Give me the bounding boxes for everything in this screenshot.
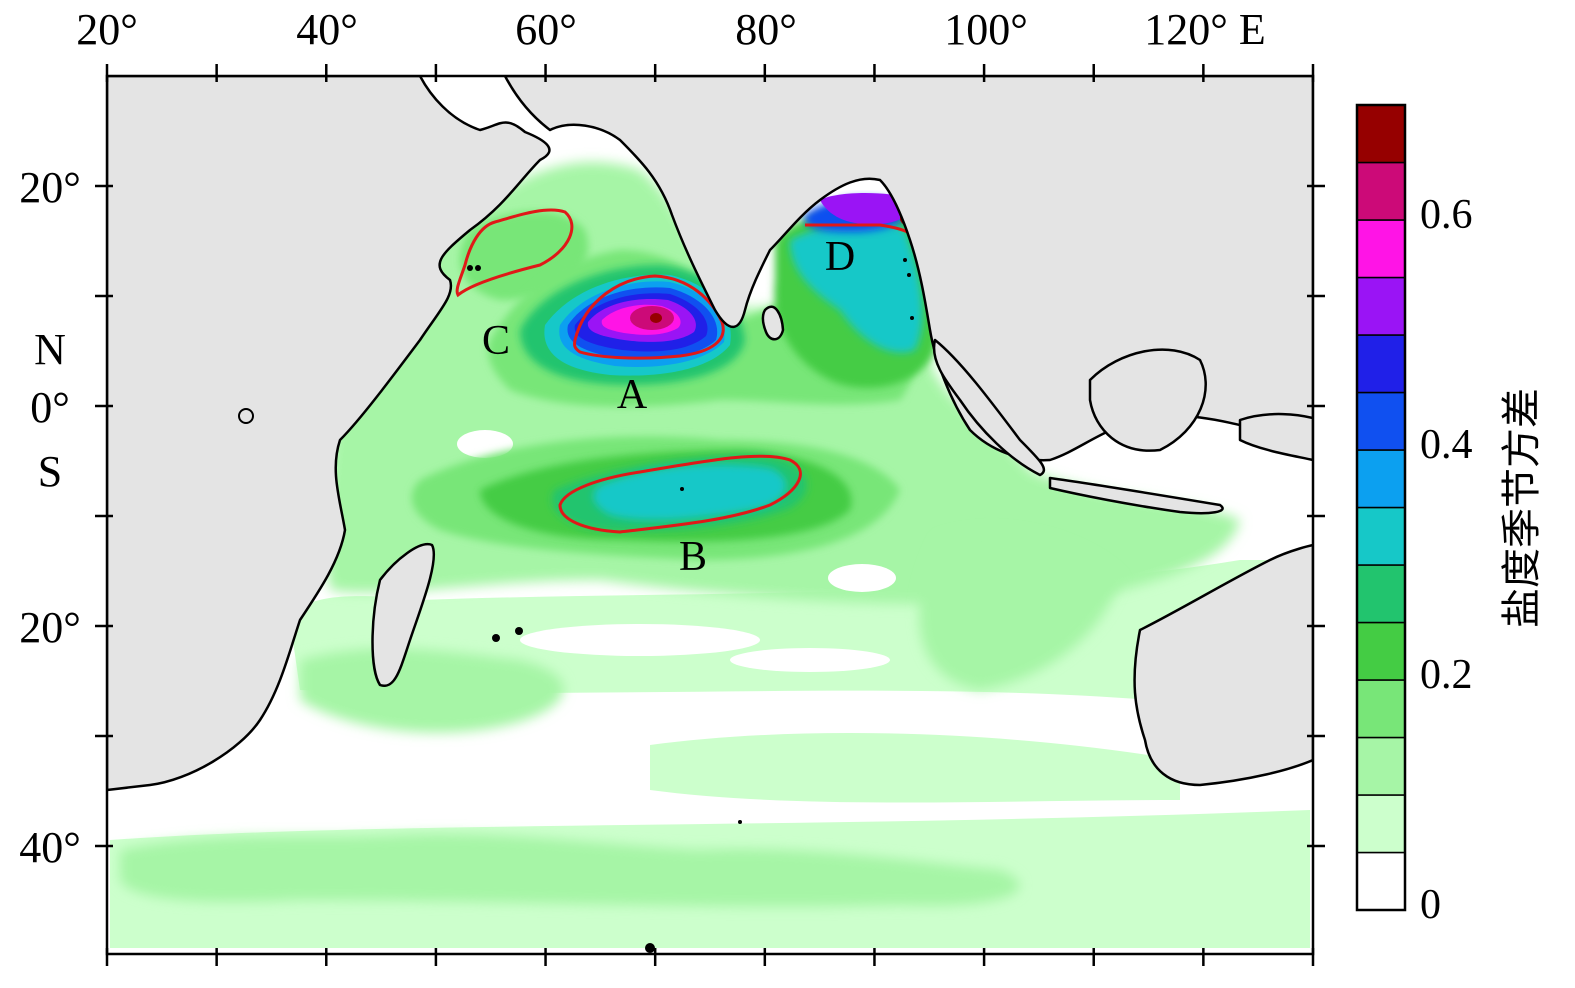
island-andaman: [903, 258, 907, 262]
region-label-c: C: [482, 318, 510, 364]
lat-label: 20°: [19, 603, 81, 652]
colorbar-tick-label: 0.4: [1420, 422, 1473, 468]
region-label-b: B: [679, 534, 707, 580]
land-madagascar: [371, 542, 436, 687]
lon-label: 20°: [76, 5, 138, 54]
colorbar-tick-label: 0.6: [1420, 192, 1473, 238]
island-mascarene: [492, 634, 500, 642]
lon-label: 120° E: [1144, 5, 1265, 54]
land-sri-lanka: [761, 305, 785, 341]
land-africa-arabia: [107, 76, 551, 792]
colorbar-cell: [1356, 794, 1406, 854]
hemisphere-label-north: N: [34, 325, 66, 374]
colorbar: 0 0.2 0.4 0.6 盐度季节方差: [1355, 103, 1545, 928]
shade-level-10: [820, 193, 912, 225]
colorbar-cell: [1356, 679, 1406, 739]
lat-label: 20°: [19, 163, 81, 212]
low-variance-patches: [457, 430, 896, 672]
colorbar-tick-label: 0: [1420, 882, 1441, 928]
colorbar-title: 盐度季节方差: [1499, 388, 1545, 628]
island-lake-victoria: [238, 408, 254, 424]
lat-label: 0°: [30, 383, 70, 432]
land-borneo: [1088, 348, 1207, 452]
lon-label: 80°: [735, 5, 797, 54]
lon-label: 40°: [296, 5, 358, 54]
latitude-labels: 20° N 0° S 20° 40°: [19, 163, 81, 872]
colorbar-tick-label: 0.2: [1420, 652, 1473, 698]
colorbar-frame: [1355, 103, 1407, 912]
colorbar-cell: [1356, 104, 1406, 164]
variance-maxima: [411, 193, 940, 560]
island-mascarene: [515, 627, 523, 635]
land-new-guinea: [1238, 412, 1313, 462]
field-gap: [520, 624, 760, 656]
shade-level-2: [120, 833, 1020, 907]
longitude-labels: 20° 40° 60° 80° 100° 120° E: [76, 5, 1266, 54]
map-panel: [107, 76, 1313, 954]
island-chagos: [680, 487, 684, 491]
land-java: [1048, 476, 1224, 515]
colorbar-cell: [1356, 506, 1406, 566]
region-label-d: D: [825, 234, 855, 280]
colorbar-cell: [1356, 621, 1406, 681]
colorbar-cell: [1356, 161, 1406, 221]
region-label-a: A: [617, 372, 648, 418]
hemisphere-label-south: S: [38, 447, 62, 496]
landmasses: [107, 76, 1313, 792]
axis-ticks: [95, 64, 1325, 966]
lon-label: 100°: [944, 5, 1028, 54]
shade-level-6: [790, 221, 923, 353]
island-kerguelen: [645, 943, 655, 953]
region-labels: A B C D: [482, 234, 855, 580]
shade-level-13: [650, 313, 662, 323]
colorbar-cell: [1356, 564, 1406, 624]
lat-label: 40°: [19, 823, 81, 872]
field-gap: [457, 430, 513, 458]
colorbar-cell: [1356, 334, 1406, 394]
field-gap: [828, 564, 896, 592]
island-socotra: [475, 265, 481, 271]
colorbar-cell: [1356, 219, 1406, 279]
colorbar-cell: [1356, 736, 1406, 796]
islands: [238, 258, 914, 953]
shade-level-2: [919, 532, 1120, 690]
colorbar-tick-labels: 0 0.2 0.4 0.6: [1420, 192, 1473, 928]
shade-level-6: [593, 464, 787, 520]
field-gap: [730, 648, 890, 672]
island-socotra: [467, 265, 473, 271]
colorbar-cell: [1356, 391, 1406, 451]
colorbar-cell: [1356, 449, 1406, 509]
colorbar-cell: [1356, 276, 1406, 336]
colorbar-cells: [1356, 104, 1406, 911]
shade-level-1: [650, 733, 1180, 803]
land-sumatra: [932, 338, 1046, 477]
colorbar-cell: [1356, 851, 1406, 911]
contour-region-b: [558, 454, 802, 534]
lon-label: 60°: [515, 5, 577, 54]
contour-region-c: [455, 208, 574, 298]
island-nicobar: [910, 316, 914, 320]
land-australia: [1133, 543, 1313, 787]
shade-level-2: [300, 648, 564, 733]
contour-region-a: [573, 274, 725, 360]
island-amsterdam: [738, 820, 742, 824]
island-andaman: [907, 273, 911, 277]
